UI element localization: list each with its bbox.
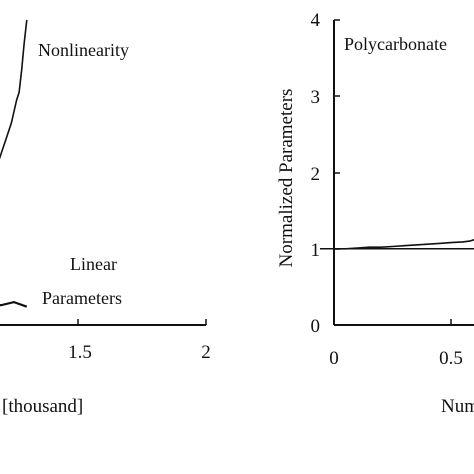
series-line-linear-parameters bbox=[0, 300, 28, 308]
series-line-nonlinearity bbox=[0, 19, 28, 160]
right-y-tick-label: 0 bbox=[311, 316, 321, 337]
right-x-tick-label: 0.5 bbox=[439, 348, 463, 369]
annotation-polycarbonate: Polycarbonate bbox=[344, 34, 447, 54]
left-x-tick-label: 1.5 bbox=[68, 342, 92, 363]
annotation-parameters: Parameters bbox=[42, 288, 122, 308]
right-y-tick-label: 1 bbox=[311, 240, 321, 261]
left-chart: 1.5 2 [thousand] Nonlinearity Linear Par… bbox=[0, 19, 211, 417]
annotation-linear: Linear bbox=[70, 254, 117, 274]
left-x-tick-label: 2 bbox=[201, 342, 211, 363]
right-y-axis-label: Normalized Parameters bbox=[276, 89, 297, 268]
right-y-tick-label: 3 bbox=[311, 87, 321, 108]
annotation-nonlinearity: Nonlinearity bbox=[38, 40, 129, 60]
right-chart: 4 3 2 1 0 0 0.5 Normalized Parameters Nu… bbox=[276, 10, 474, 417]
left-x-axis-label: [thousand] bbox=[2, 396, 83, 417]
right-y-tick-label: 4 bbox=[311, 10, 321, 31]
right-y-tick-label: 2 bbox=[311, 164, 321, 185]
series-line-polycarbonate bbox=[334, 238, 474, 250]
right-x-axis-label: Num bbox=[441, 396, 474, 417]
right-x-tick-label: 0 bbox=[329, 348, 339, 369]
